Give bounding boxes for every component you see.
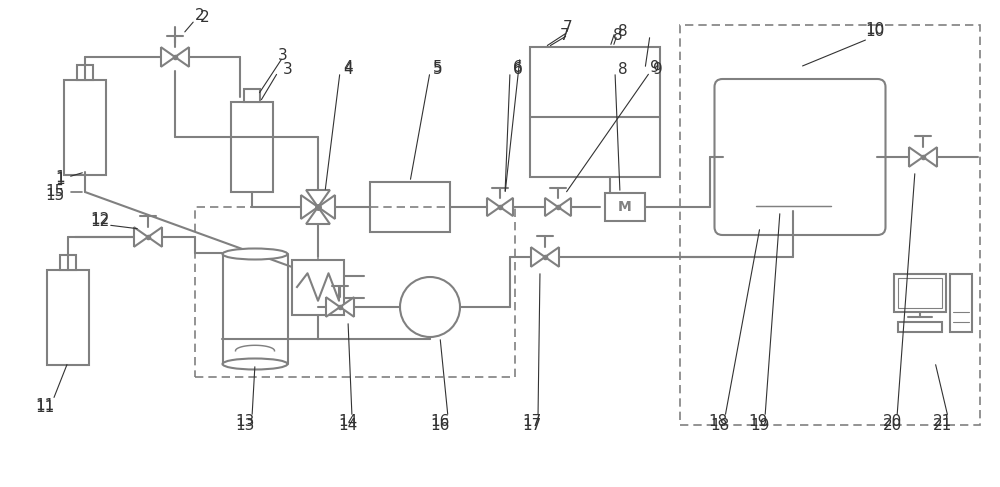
Text: 9: 9 [650,59,660,75]
Text: 3: 3 [278,48,288,62]
Polygon shape [558,198,571,216]
FancyBboxPatch shape [714,79,886,235]
Text: 16: 16 [430,417,450,432]
Text: 19: 19 [750,417,770,432]
Bar [370,182,450,232]
Polygon shape [318,195,335,219]
Text: 11: 11 [35,397,55,412]
Polygon shape [531,247,545,267]
Polygon shape [161,47,175,67]
Text: 5: 5 [433,59,443,75]
Text: 18: 18 [710,417,730,432]
Polygon shape [301,195,318,219]
Text: 14: 14 [338,414,358,430]
Bar [756,169,830,181]
Text: 15: 15 [45,185,65,200]
Text: 20: 20 [883,414,903,430]
Text: 16: 16 [430,414,450,430]
Bar [894,274,946,312]
Bar [950,274,972,332]
Text: 21: 21 [933,417,953,432]
Bar [47,269,89,364]
Text: 17: 17 [522,417,542,432]
Bar [530,47,660,177]
Text: 3: 3 [283,61,293,76]
Text: 7: 7 [563,19,573,35]
Text: 7: 7 [560,27,570,42]
Text: 1: 1 [55,171,65,187]
Text: 14: 14 [338,417,358,432]
Text: 5: 5 [433,61,443,76]
Polygon shape [340,297,354,317]
Polygon shape [148,227,162,247]
Bar [605,193,645,221]
Polygon shape [306,190,330,207]
Polygon shape [923,147,937,167]
Polygon shape [326,297,340,317]
Text: 2: 2 [195,7,205,22]
Text: 8: 8 [613,27,623,42]
Bar [60,255,76,269]
Bar [898,278,942,308]
Polygon shape [487,198,500,216]
Bar [292,260,344,315]
Text: 13: 13 [235,417,255,432]
Text: 19: 19 [748,414,768,430]
Polygon shape [500,198,513,216]
Circle shape [400,277,460,337]
Text: 13: 13 [235,414,255,430]
Polygon shape [134,227,148,247]
Text: 6: 6 [513,59,523,75]
Text: 20: 20 [883,417,903,432]
Polygon shape [175,47,189,67]
Bar [195,207,515,377]
Polygon shape [306,207,330,224]
Bar [244,89,260,102]
Text: 12: 12 [90,211,110,226]
Text: 10: 10 [865,21,885,37]
Ellipse shape [222,358,288,370]
Bar [77,65,93,79]
Bar [898,322,942,332]
Polygon shape [545,198,558,216]
Text: 12: 12 [90,214,110,229]
Text: 8: 8 [618,61,628,76]
Text: 11: 11 [35,399,55,414]
Bar [231,102,273,192]
Text: 4: 4 [343,61,353,76]
Bar [750,163,836,211]
Text: 15: 15 [45,187,65,203]
Text: 4: 4 [343,59,353,75]
Text: 21: 21 [933,414,953,430]
Polygon shape [909,147,923,167]
Text: 18: 18 [708,414,728,430]
Text: 1: 1 [55,169,65,185]
Text: 10: 10 [865,24,885,39]
Text: 17: 17 [522,414,542,430]
Bar [680,25,980,425]
Text: 9: 9 [653,61,663,76]
Text: 8: 8 [618,24,628,39]
Ellipse shape [222,248,288,260]
Polygon shape [545,247,559,267]
Text: 2: 2 [200,10,210,24]
Text: 6: 6 [513,61,523,76]
Bar [64,79,106,174]
Text: M: M [618,200,632,214]
